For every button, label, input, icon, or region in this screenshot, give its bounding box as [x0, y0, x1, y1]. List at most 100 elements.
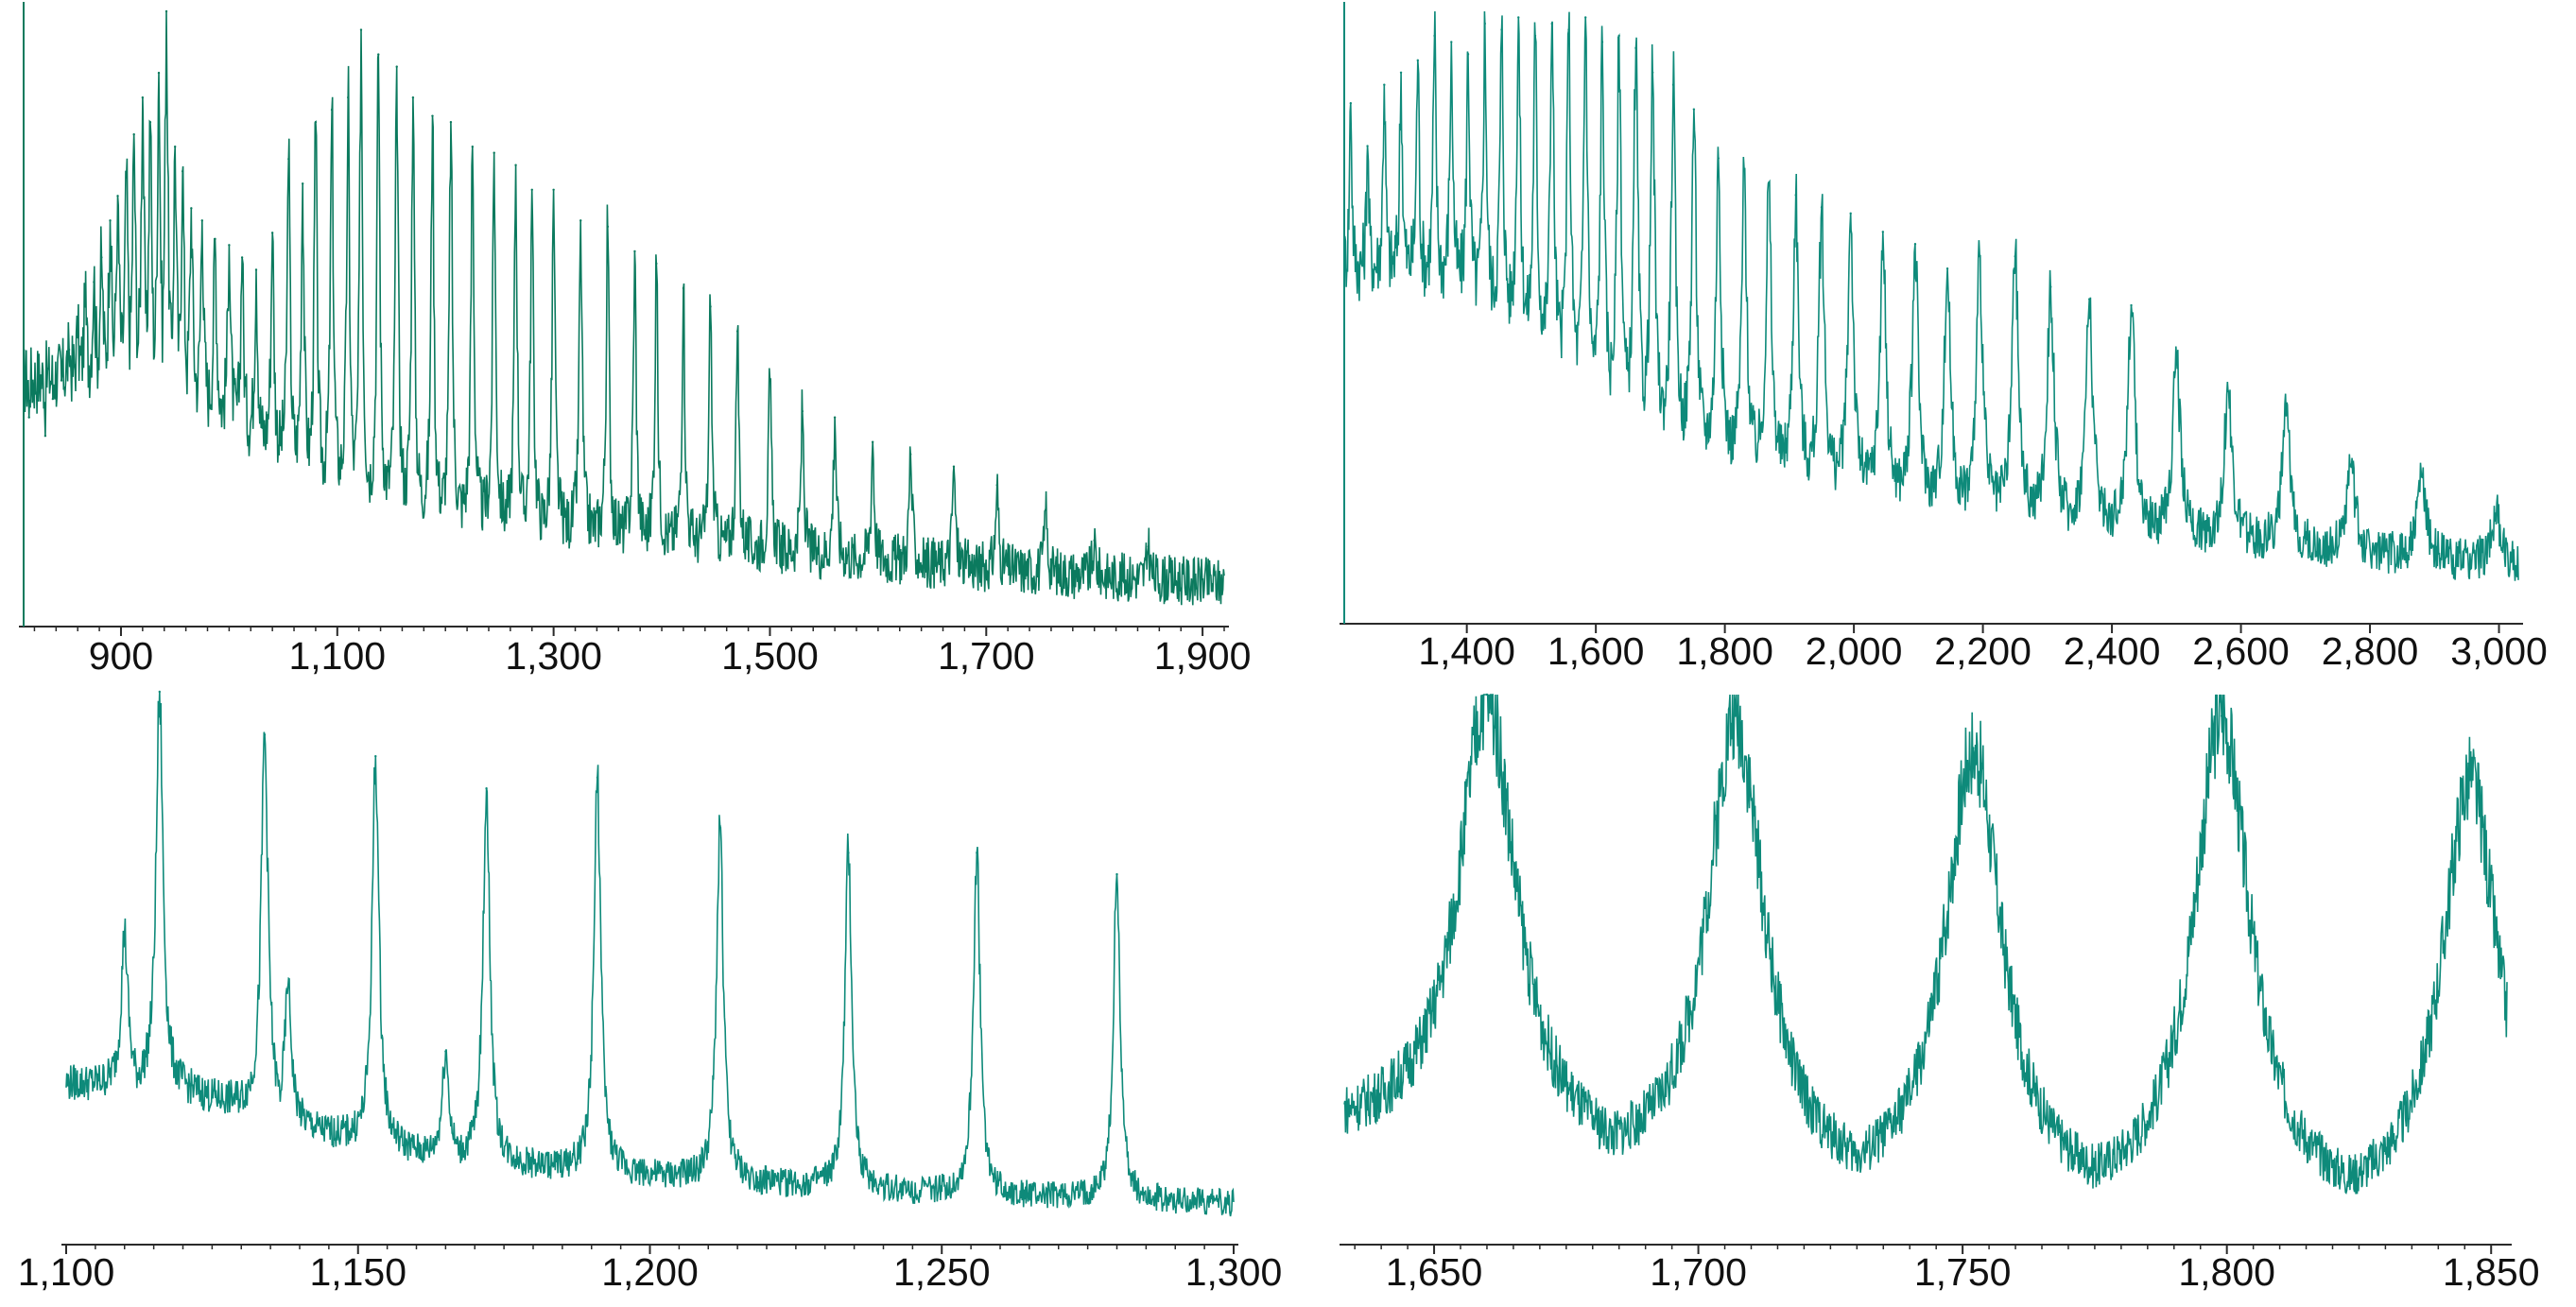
peak-point-9 — [100, 256, 103, 259]
peak-point-6 — [1450, 41, 1453, 43]
peak-point-11 — [1115, 872, 1118, 876]
peak-point-16 — [1617, 34, 1620, 38]
peak-point-0 — [123, 932, 126, 935]
peak-point-0 — [1349, 102, 1353, 105]
peak-point-36 — [2226, 389, 2230, 392]
x-tick-label: 2,600 — [2192, 629, 2290, 673]
peak-point-47 — [682, 286, 685, 290]
chart-top-right: 1,400 1,600 1,800 2,000 2,200 2,400 2,600 2,800… — [1340, 2, 2548, 673]
x-tick-label: 2,400 — [2064, 629, 2161, 673]
peak-point-1 — [1734, 714, 1737, 717]
peak-point-20 — [190, 207, 193, 210]
peak-point-3 — [2220, 714, 2223, 717]
peak-point-40 — [2494, 512, 2498, 515]
series-trace-group — [1343, 693, 2508, 1195]
peak-point-20 — [1692, 108, 1696, 111]
peak-point-4 — [60, 379, 63, 382]
peak-point-6 — [485, 787, 488, 790]
peak-point-5 — [1433, 34, 1436, 38]
peak-point-18 — [1651, 71, 1654, 75]
peak-point-11 — [116, 195, 119, 198]
peak-point-15 — [148, 120, 152, 124]
peak-point-9 — [1500, 28, 1503, 31]
peak-point-3 — [1399, 71, 1403, 75]
peak-point-13 — [1567, 28, 1570, 31]
peak-point-21 — [200, 219, 203, 222]
peak-point-58 — [1093, 539, 1096, 542]
peak-point-43 — [579, 219, 582, 222]
peak-point-31 — [347, 95, 350, 99]
x-tick-label: 1,900 — [1154, 634, 1252, 678]
peak-point-9 — [847, 851, 850, 854]
peak-point-29 — [1945, 267, 1949, 270]
peak-point-38 — [2349, 463, 2352, 466]
peak-point-49 — [735, 330, 739, 333]
peak-point-28 — [301, 182, 304, 185]
peak-point-2 — [1972, 747, 1975, 749]
x-tick-label: 1,300 — [505, 634, 602, 678]
peak-point-41 — [530, 188, 533, 191]
peak-point-34 — [2130, 303, 2133, 307]
x-tick-label: 1,700 — [938, 634, 1035, 678]
peak-point-37 — [2285, 414, 2288, 417]
x-tick-label: 1,100 — [18, 1250, 115, 1294]
panel-top-right: 1,400 1,600 1,800 2,000 2,200 2,400 2,600 2,800… — [1288, 0, 2576, 680]
x-tick-label: 1,850 — [2443, 1250, 2540, 1294]
peak-point-33 — [2087, 298, 2091, 301]
peak-point-32 — [2049, 285, 2052, 288]
peak-point-8 — [93, 281, 95, 284]
peak-point-19 — [1671, 83, 1675, 86]
peak-point-1 — [35, 391, 38, 394]
x-tick-label: 1,300 — [1185, 1250, 1283, 1294]
peak-point-32 — [359, 28, 363, 31]
peak-point-30 — [330, 108, 334, 112]
peak-point-35 — [411, 95, 415, 99]
peak-point-34 — [395, 65, 398, 68]
peak-point-37 — [449, 120, 453, 124]
peak-point-24 — [1794, 194, 1797, 197]
peak-point-16 — [157, 71, 161, 75]
peak-point-40 — [514, 163, 517, 166]
peak-point-7 — [84, 305, 87, 308]
peak-point-45 — [633, 249, 636, 253]
x-tick-label: 1,400 — [1418, 629, 1515, 673]
x-tick-label: 3,000 — [2450, 629, 2548, 673]
series-trace-group — [65, 690, 1235, 1217]
peak-point-51 — [801, 409, 804, 413]
peak-point-1 — [158, 690, 161, 694]
peak-point-39 — [2420, 475, 2423, 478]
peak-point-2 — [263, 733, 267, 736]
peak-point-42 — [552, 188, 555, 191]
peak-point-35 — [2175, 353, 2178, 356]
chart-top-left: 900 1,100 1,300 1,500 1,700 1,900 — [19, 2, 1252, 678]
x-tick-label: 1,250 — [893, 1250, 991, 1294]
x-tick-label: 900 — [89, 634, 153, 678]
peak-point-59 — [1147, 545, 1150, 548]
peak-point-2 — [43, 434, 47, 438]
peak-point-23 — [1767, 181, 1771, 184]
series-trace — [1343, 10, 2519, 581]
peak-point-17 — [164, 9, 168, 13]
peak-point-17 — [1634, 46, 1637, 50]
panel-bottom-right: 1,650 1,700 1,750 1,800 1,850 — [1288, 680, 2576, 1307]
x-tick-label: 1,700 — [1650, 1250, 1747, 1294]
chart-bottom-left: 1,100 1,150 1,200 1,250 1,300 — [18, 690, 1283, 1294]
peak-point-7 — [596, 776, 599, 780]
peak-point-1 — [1366, 145, 1369, 147]
peak-point-27 — [1881, 231, 1885, 233]
peak-point-10 — [1517, 16, 1520, 19]
x-tick-label: 1,750 — [1914, 1250, 2012, 1294]
x-tick-label: 1,500 — [721, 634, 819, 678]
x-tick-label: 1,600 — [1547, 629, 1645, 673]
peak-point-10 — [109, 219, 112, 222]
peak-point-12 — [125, 176, 128, 179]
series-trace-group — [1343, 10, 2519, 581]
x-tick-label: 2,200 — [1934, 629, 2031, 673]
peak-point-19 — [181, 170, 184, 173]
peak-point-54 — [908, 453, 912, 456]
peak-point-10 — [976, 851, 978, 854]
peak-point-21 — [1717, 157, 1720, 160]
peak-point-5 — [444, 1050, 447, 1053]
peak-point-27 — [287, 158, 290, 161]
series-trace — [23, 10, 1225, 606]
